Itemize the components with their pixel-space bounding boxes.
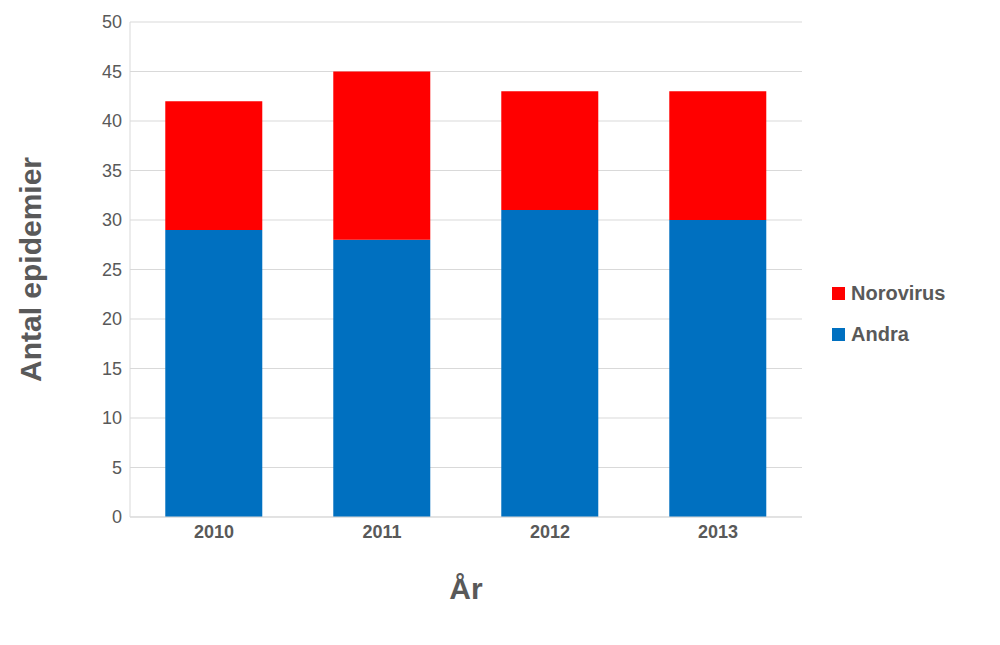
svg-text:0: 0 — [112, 507, 122, 527]
svg-text:15: 15 — [102, 359, 122, 379]
svg-text:2010: 2010 — [194, 522, 234, 542]
html-text:Norovirus: Norovirus — [851, 281, 946, 304]
svg-text:5: 5 — [112, 458, 122, 478]
svg-text:30: 30 — [102, 210, 122, 230]
svg-text:40: 40 — [102, 111, 122, 131]
svg-text:2012: 2012 — [530, 522, 570, 542]
svg-text:År: År — [449, 572, 483, 605]
svg-text:25: 25 — [102, 260, 122, 280]
svg-text:35: 35 — [102, 161, 122, 181]
svg-text:10: 10 — [102, 408, 122, 428]
svg-text:45: 45 — [102, 62, 122, 82]
svg-text:Antal epidemier: Antal epidemier — [14, 157, 47, 382]
html-text:Andra: Andra — [851, 322, 909, 345]
svg-text:2011: 2011 — [362, 522, 401, 542]
svg-text:50: 50 — [102, 12, 122, 32]
svg-text:20: 20 — [102, 309, 122, 329]
svg-text:2013: 2013 — [698, 522, 738, 542]
